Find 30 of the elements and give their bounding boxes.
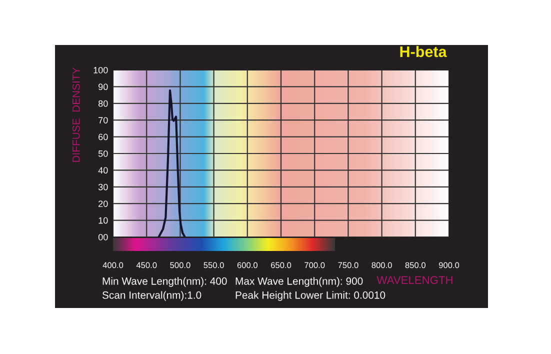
x-tick-label: 550.0 xyxy=(204,262,224,268)
y-tick-label: 60 xyxy=(98,134,108,140)
y-tick-label: 90 xyxy=(98,84,108,90)
y-tick-label: 20 xyxy=(98,200,108,207)
text: Scan Interval(nm):1.0 xyxy=(102,291,202,301)
y-tick-label: 70 xyxy=(98,117,108,124)
x-tick-label: 800.0 xyxy=(372,262,392,268)
y-tick-label: 00 xyxy=(98,234,108,240)
text: Peak Height Lower Limit: 0.0010 xyxy=(236,291,386,301)
y-tick-label: 80 xyxy=(98,100,108,107)
y-tick-label: 100 xyxy=(94,66,108,74)
x-tick-label: 700.0 xyxy=(304,262,325,268)
y-axis-title: DIFFUSE DENSITY xyxy=(72,67,80,162)
x-tick-label: 500.0 xyxy=(170,262,190,268)
x-tick-label: 400.0 xyxy=(102,262,124,268)
x-tick-label: 650.0 xyxy=(270,262,292,268)
chart-title: H-beta xyxy=(400,46,447,58)
x-tick-label: 600.0 xyxy=(237,262,258,268)
y-tick-label: 50 xyxy=(98,150,108,157)
text: Min Wave Length(nm): 400 xyxy=(102,277,227,287)
x-tick-label: 850.0 xyxy=(405,262,426,268)
y-tick-label: 40 xyxy=(98,167,108,174)
x-axis-title: WAVELENGTH xyxy=(376,276,452,284)
line-series xyxy=(158,89,186,237)
y-tick-label: 30 xyxy=(98,184,108,190)
x-tick-label: 900.0 xyxy=(438,262,460,268)
x-tick-label: 450.0 xyxy=(136,262,157,268)
x-tick-label: 750.0 xyxy=(338,262,358,268)
y-tick-label: 10 xyxy=(98,217,108,224)
text: Max Wave Length(nm): 900 xyxy=(236,277,363,287)
